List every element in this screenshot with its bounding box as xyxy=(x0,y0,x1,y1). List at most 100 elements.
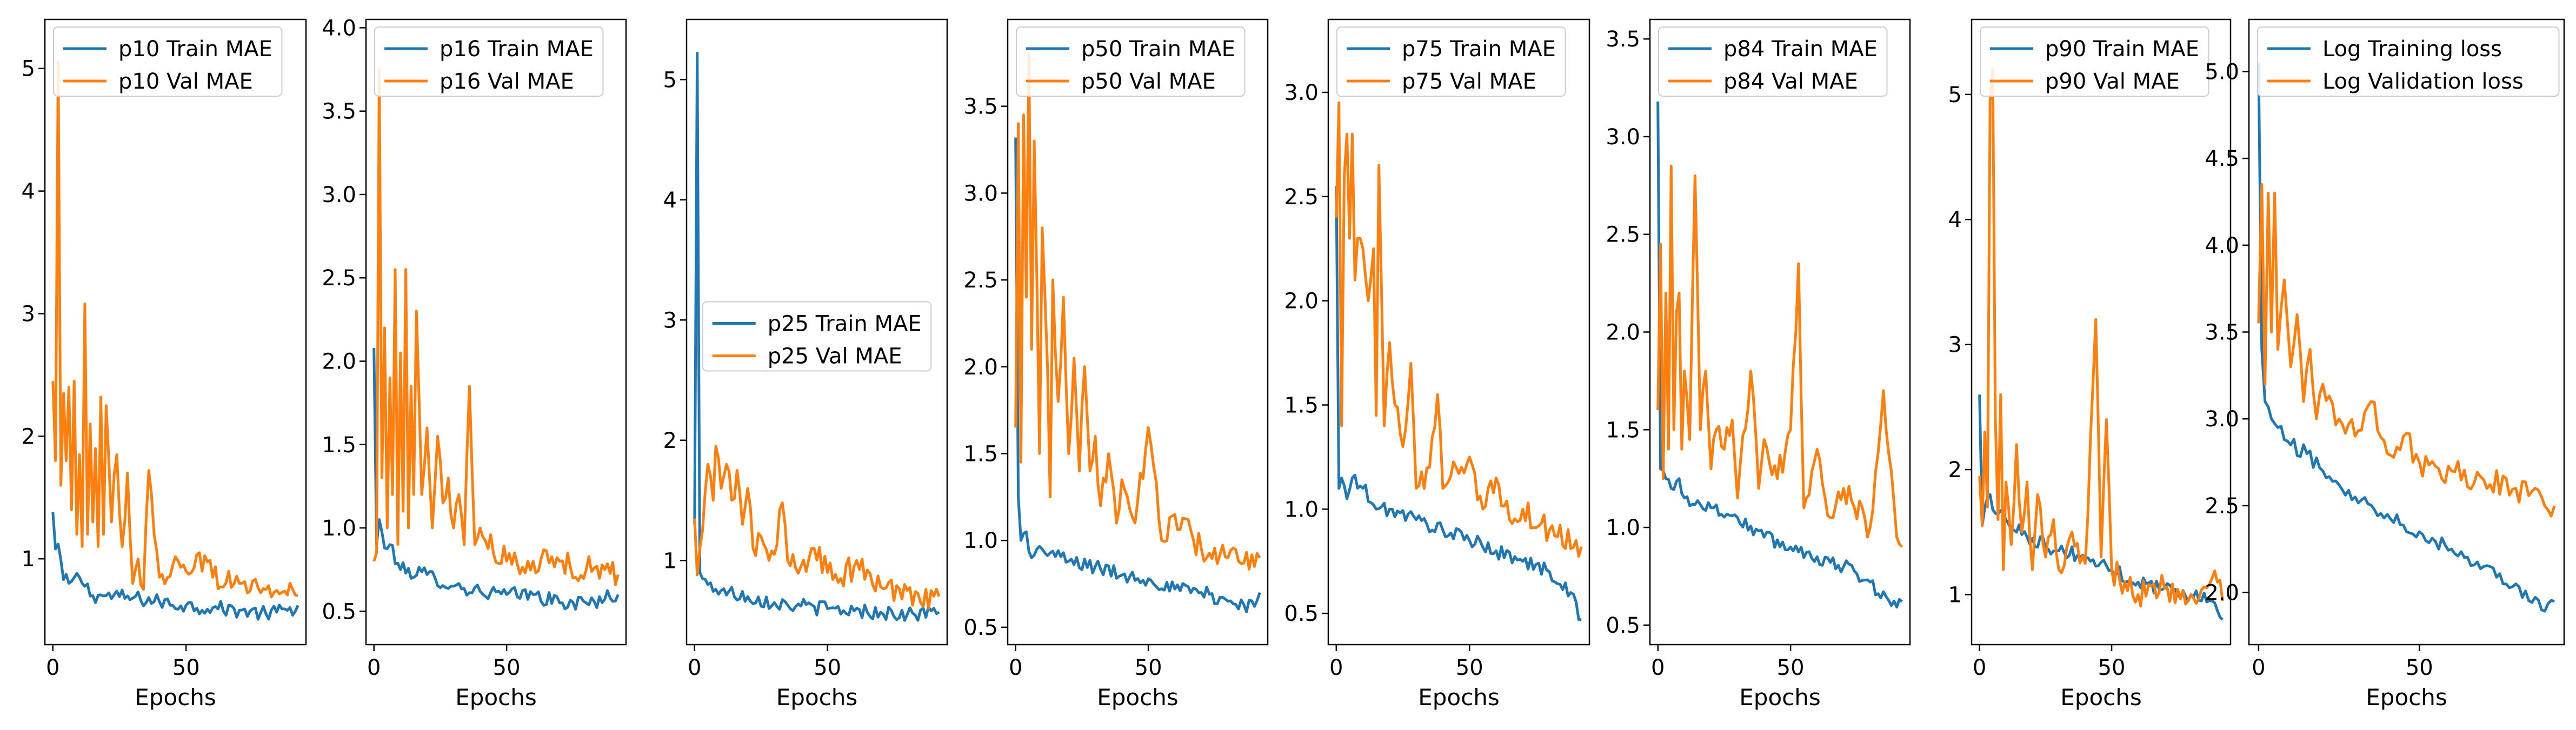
y-tick-label: 5 xyxy=(1948,83,1962,108)
y-tick-label: 4 xyxy=(663,188,677,213)
subplot-6: 0.5 1.0 1.5 2.0 2.5 3.0 3.5 0 50 Epochs p84 Train … xyxy=(1606,18,1911,711)
axes-frame xyxy=(1327,18,1590,646)
series-line-val xyxy=(1014,52,1261,571)
y-tick-label: 1 xyxy=(1948,582,1962,607)
legend-label: Log Validation loss xyxy=(2322,69,2524,94)
x-tick-label: 50 xyxy=(814,655,841,680)
x-tick-label: 0 xyxy=(2252,655,2265,680)
y-tick-label: 3.5 xyxy=(963,95,998,119)
series-line-val xyxy=(51,61,298,599)
y-tick-label: 4.0 xyxy=(2205,233,2239,258)
x-axis-label: Epochs xyxy=(1739,684,1821,711)
x-axis-label: Epochs xyxy=(2060,684,2142,711)
y-tick-label: 2.5 xyxy=(963,268,998,293)
series-line-val xyxy=(693,445,941,610)
legend-box xyxy=(702,301,932,372)
x-tick-label: 50 xyxy=(2406,655,2433,680)
x-tick-label: 50 xyxy=(1777,655,1805,680)
x-tick-label: 50 xyxy=(1135,655,1162,680)
y-tick-label: 2.0 xyxy=(322,349,356,374)
x-tick-label: 50 xyxy=(2098,655,2126,680)
axes-frame xyxy=(365,18,627,646)
y-tick-label: 2 xyxy=(22,424,35,449)
series-line-train xyxy=(693,51,940,622)
legend-box xyxy=(1980,26,2209,97)
legend-label: p84 Val MAE xyxy=(1723,69,1858,94)
legend: p16 Train MAE p16 Val MAE xyxy=(374,26,604,97)
legend-label: p16 Val MAE xyxy=(440,69,574,94)
y-tick-label: 3.5 xyxy=(1606,27,1640,52)
y-tick-label: 2.5 xyxy=(2205,494,2239,519)
legend-label: p10 Val MAE xyxy=(118,69,253,94)
series-line-train xyxy=(1014,137,1261,613)
legend: p84 Train MAE p84 Val MAE xyxy=(1658,26,1888,97)
y-tick-label: 2.0 xyxy=(1284,289,1319,314)
y-tick-label: 0.5 xyxy=(963,615,998,640)
legend: p90 Train MAE p90 Val MAE xyxy=(1980,26,2209,97)
legend-box xyxy=(1658,26,1888,97)
y-tick-label: 2.5 xyxy=(1606,223,1640,247)
series-line-val xyxy=(1656,164,1903,548)
x-tick-label: 50 xyxy=(493,655,521,680)
x-tick-label: 0 xyxy=(1973,655,1986,680)
x-axis-label: Epochs xyxy=(1097,684,1179,711)
y-tick-label: 3.5 xyxy=(322,99,356,124)
y-tick-label: 1.5 xyxy=(1284,393,1319,418)
legend-label: Log Training loss xyxy=(2322,37,2502,62)
x-tick-label: 50 xyxy=(172,655,200,680)
series-line-val xyxy=(1978,68,2224,608)
x-tick-label: 0 xyxy=(1009,655,1022,680)
legend: p10 Train MAE p10 Val MAE xyxy=(53,26,283,97)
y-tick-label: 4.5 xyxy=(2205,146,2239,171)
y-tick-label: 3 xyxy=(1948,333,1962,358)
series-line-train xyxy=(1656,101,1903,609)
legend-label: p25 Train MAE xyxy=(768,312,922,337)
x-axis-label: Epochs xyxy=(1418,684,1500,711)
series-line-train xyxy=(372,347,620,611)
subplot-8: 2.0 2.5 3.0 3.5 4.0 4.5 5.0 0 50 Epochs Log Traini… xyxy=(2205,18,2565,711)
subplot-4: 0.5 1.0 1.5 2.0 2.5 3.0 3.5 0 50 Epochs p50 Train … xyxy=(963,18,1269,711)
legend-label: p10 Train MAE xyxy=(118,37,272,62)
x-axis-label: Epochs xyxy=(455,684,537,711)
y-tick-label: 4 xyxy=(22,179,35,204)
y-tick-label: 0.5 xyxy=(322,599,356,624)
y-tick-label: 2.0 xyxy=(1606,320,1640,345)
axes-frame xyxy=(44,18,307,646)
legend: p50 Train MAE p50 Val MAE xyxy=(1016,26,1246,97)
x-tick-label: 0 xyxy=(1651,655,1665,680)
series-line-val xyxy=(372,68,620,586)
legend-box xyxy=(1336,26,1566,97)
y-tick-label: 0.5 xyxy=(1606,613,1640,638)
y-tick-label: 2 xyxy=(1948,458,1962,483)
y-tick-label: 2.0 xyxy=(963,355,998,380)
subplot-2: 0.5 1.0 1.5 2.0 2.5 3.0 3.5 4.0 0 50 Epochs p16 Tra… xyxy=(322,16,627,711)
axes-frame xyxy=(685,18,948,646)
series-line-val xyxy=(2257,183,2556,518)
y-tick-label: 4.0 xyxy=(322,16,356,41)
y-tick-label: 2.5 xyxy=(322,266,356,291)
y-tick-label: 1.5 xyxy=(1606,418,1640,443)
legend-label: p50 Val MAE xyxy=(1081,69,1216,94)
y-tick-label: 3.0 xyxy=(1606,125,1640,150)
y-tick-label: 0.5 xyxy=(1284,601,1319,626)
axes-frame xyxy=(1649,18,1911,646)
y-tick-label: 5 xyxy=(663,68,677,92)
x-axis-label: Epochs xyxy=(776,684,858,711)
legend-label: p75 Train MAE xyxy=(1402,37,1556,62)
y-tick-label: 1.0 xyxy=(1606,515,1640,540)
y-tick-label: 5.0 xyxy=(2205,59,2239,84)
legend-label: p75 Val MAE xyxy=(1402,69,1536,94)
legend-label: p84 Train MAE xyxy=(1723,37,1878,62)
series-line-train xyxy=(1335,186,1582,621)
y-tick-label: 3.0 xyxy=(1284,81,1319,105)
legend-box xyxy=(2257,26,2560,97)
legend: Log Training loss Log Validation loss xyxy=(2257,26,2560,97)
y-tick-label: 3.5 xyxy=(2205,320,2239,345)
subplot-5: 0.5 1.0 1.5 2.0 2.5 3.0 0 50 Epochs p75 Train MAE… xyxy=(1284,18,1590,711)
x-axis-label: Epochs xyxy=(135,684,216,711)
legend-box xyxy=(1016,26,1246,97)
